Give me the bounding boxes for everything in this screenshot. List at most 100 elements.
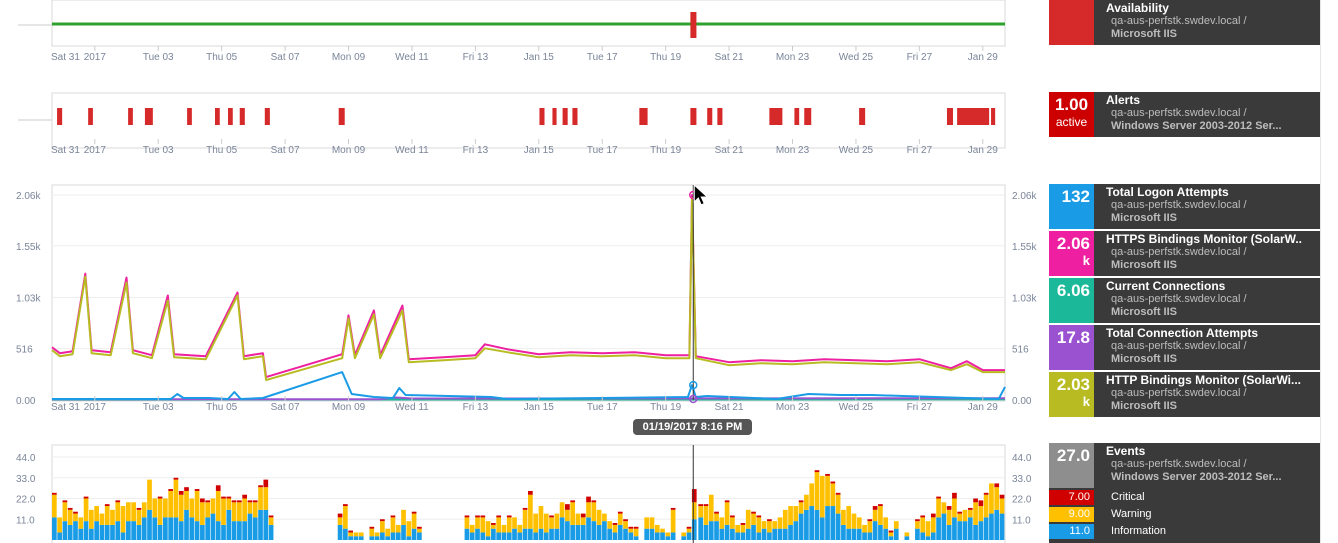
event-bar-critical [580,513,586,518]
metrics-ytick-left: 0.00 [16,396,36,407]
event-bar-information [714,521,719,540]
event-bar-warning [872,509,878,522]
event-bar-warning [644,517,650,529]
alert-bar [228,108,233,125]
event-bar-information [883,528,889,540]
event-bar-critical [263,479,269,488]
event-bar-critical [756,515,762,518]
event-bar-critical [168,489,173,491]
event-bar-information [62,521,68,540]
event-bar-information [173,517,179,540]
event-bar-warning [343,506,348,529]
event-bar-warning [369,528,375,537]
event-bar-information [665,536,671,540]
information-value: 11.0 [1049,524,1094,539]
critical-value: 7.00 [1049,490,1094,505]
panel-node[interactable]: qa-aus-perfstk.swdev.local / [1111,107,1247,119]
panel-app[interactable]: Windows Server 2003-2012 Ser... [1111,471,1282,483]
panel-title: Current Connections [1106,280,1226,293]
event-bar-information [681,536,687,540]
events-critical-row[interactable]: 7.00 Critical [1049,490,1320,506]
metrics-axis-label: Tue 03 [143,402,174,413]
panel-node[interactable]: qa-aus-perfstk.swdev.local / [1111,293,1247,305]
panel-app[interactable]: Microsoft IIS [1111,400,1178,412]
legend-alerts[interactable]: 1.00 active Alerts qa-aus-perfstk.swdev.… [1049,92,1320,137]
event-bar-information [809,506,815,540]
event-bar-warning [73,513,78,522]
alert-bar [707,108,713,125]
event-bar-warning [596,509,602,525]
event-bar-information [989,513,994,540]
metrics-axis-label: Wed 25 [839,402,874,413]
metrics-ytick-left: 516 [16,345,33,356]
event-bar-critical [157,496,163,499]
panel-node[interactable]: qa-aus-perfstk.swdev.local / [1111,246,1247,258]
event-bar-information [152,517,158,540]
event-bar-information [862,532,867,540]
legend-metric[interactable]: 17.8 Total Connection Attempts qa-aus-pe… [1049,325,1320,370]
legend-events[interactable]: 27.0 Events qa-aus-perfstk.swdev.local /… [1049,443,1320,543]
panel-app[interactable]: Microsoft IIS [1111,353,1178,365]
event-bar-information [660,532,665,540]
legend-metric[interactable]: 2.06 k HTTPS Bindings Monitor (SolarW.. … [1049,231,1320,276]
event-bar-warning [247,502,253,514]
event-bar-information [962,521,968,540]
event-bar-information [925,536,931,540]
availability-axis-label: Wed 11 [395,52,429,63]
legend-metric[interactable]: 2.03 k HTTP Bindings Monitor (SolarWi...… [1049,372,1320,417]
event-bar-information [957,521,963,540]
panel-app[interactable]: Microsoft IIS [1111,28,1178,40]
event-bar-warning [469,524,475,533]
event-bar-information [596,524,602,540]
panel-node[interactable]: qa-aus-perfstk.swdev.local / [1111,458,1247,470]
event-bar-critical [231,500,237,503]
event-bar-information [385,536,391,540]
panel-node[interactable]: qa-aus-perfstk.swdev.local / [1111,199,1247,211]
event-bar-information [628,532,634,540]
series-line-https-bindings-monitor [51,194,1005,379]
event-bar-information [67,524,73,540]
legend-availability[interactable]: Availability qa-aus-perfstk.swdev.local … [1049,0,1320,45]
metrics-axis-label: Thu 05 [206,402,238,413]
event-bar-warning [856,517,862,529]
event-bar-critical [52,492,57,495]
alert-bar [717,108,723,125]
events-warning-row[interactable]: 9.00 Warning [1049,507,1320,523]
event-bar-warning [915,521,920,529]
event-bar-information [464,528,470,540]
event-bar-critical [999,494,1005,499]
warning-value: 9.00 [1049,507,1094,522]
panel-node[interactable]: qa-aus-perfstk.swdev.local / [1111,15,1247,27]
alert-bar [88,108,93,125]
metric-value-swatch: 17.8 [1049,325,1094,370]
panel-divider [1320,0,1321,543]
events-information-row[interactable]: 11.0 Information [1049,524,1320,540]
panel-node[interactable]: qa-aus-perfstk.swdev.local / [1111,340,1247,352]
panel-node[interactable]: qa-aus-perfstk.swdev.local / [1111,387,1247,399]
event-bar-information [730,528,735,540]
event-bar-warning [862,524,867,533]
metrics-ytick-right: 1.55k [1012,242,1037,253]
panel-app[interactable]: Windows Server 2003-2012 Ser... [1111,120,1282,132]
event-bar-information [851,528,857,540]
panel-app[interactable]: Microsoft IIS [1111,212,1178,224]
event-bar-warning [126,502,131,522]
event-bar-information [358,536,364,540]
metrics-axis-label: Fri 27 [907,402,933,413]
event-bar-critical [994,483,1000,488]
panel-app[interactable]: Microsoft IIS [1111,259,1178,271]
event-bar-warning [226,498,232,510]
legend-metric[interactable]: 132 Total Logon Attempts qa-aus-perfstk.… [1049,184,1320,229]
alerts-axis-label: Mon 23 [776,145,810,156]
event-bar-critical [252,500,258,503]
panel-app[interactable]: Microsoft IIS [1111,306,1178,318]
event-bar-information [57,532,62,540]
event-bar-warning [660,528,665,533]
event-bar-warning [163,498,168,518]
event-bar-critical [767,519,772,522]
cursor-marker-connections [689,394,698,404]
legend-metric[interactable]: 6.06 Current Connections qa-aus-perfstk.… [1049,278,1320,323]
event-bar-information [491,528,496,540]
alerts-axis-label: Sat 31 [51,145,80,156]
event-bar-warning [131,502,136,522]
